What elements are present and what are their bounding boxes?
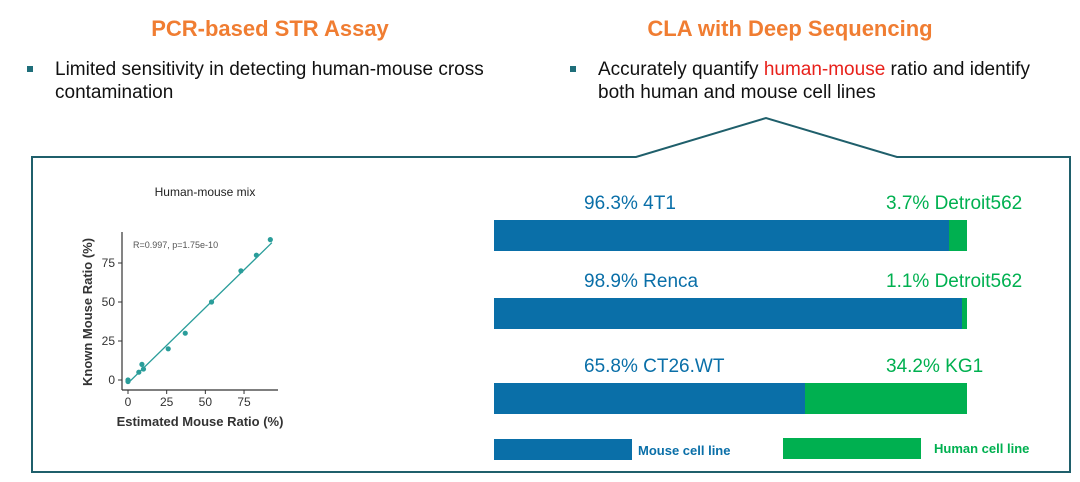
bullet-text: Accurately quantify (598, 59, 764, 80)
mouse-bar-segment (494, 383, 806, 414)
scatter-point (182, 330, 188, 336)
x-axis-label: Estimated Mouse Ratio (%) (117, 414, 284, 429)
human-bar-label: 1.1% Detroit562 (886, 271, 1023, 292)
legend-label-mouse: Mouse cell line (638, 443, 731, 458)
left-bullet: Limited sensitivity in detecting human-m… (55, 59, 484, 103)
mouse-bar-label: 98.9% Renca (584, 271, 699, 292)
human-bar-segment (961, 298, 967, 329)
scatter-point (136, 369, 142, 375)
mouse-bar-segment (494, 220, 950, 251)
highlight-text: human-mouse (763, 59, 886, 80)
scatter-point (165, 346, 171, 352)
mouse-bar-segment (494, 298, 962, 329)
right-title: CLA with Deep Sequencing (647, 16, 933, 41)
x-tick-label: 25 (160, 395, 174, 409)
scatter-point (140, 366, 147, 372)
scatter-point (267, 237, 273, 243)
bullet-text: ratio and identify both human and mouse … (598, 59, 1030, 103)
x-tick-label: 50 (199, 395, 213, 409)
y-tick-label: 25 (102, 334, 116, 348)
human-bar-label: 34.2% KG1 (886, 356, 984, 377)
legend-label-human: Human cell line (934, 441, 1030, 456)
fit-line (127, 242, 273, 384)
human-bar-label: 3.7% Detroit562 (886, 193, 1023, 214)
human-bar-segment (805, 383, 967, 414)
stats-annotation: R=0.997, p=1.75e-10 (133, 240, 218, 250)
x-tick-label: 0 (125, 395, 132, 409)
y-tick-label: 0 (108, 373, 115, 387)
legend-swatch-mouse (494, 439, 632, 460)
human-bar-segment (949, 220, 967, 251)
scatter-point (125, 378, 131, 385)
y-tick-label: 75 (102, 256, 116, 270)
scatter-title: Human-mouse mix (155, 185, 256, 199)
y-axis-label: Known Mouse Ratio (%) (80, 238, 95, 386)
scatter-point (208, 299, 215, 305)
y-tick-label: 50 (102, 295, 116, 309)
bullet-icon (27, 66, 33, 72)
x-tick-label: 75 (237, 395, 251, 409)
right-bullet: Accurately quantify human-mouse ratio an… (598, 58, 1038, 104)
bullet-icon (570, 66, 576, 72)
mouse-bar-label: 96.3% 4T1 (584, 193, 676, 214)
mouse-bar-label: 65.8% CT26.WT (584, 356, 725, 377)
left-title: PCR-based STR Assay (151, 16, 389, 41)
legend-swatch-human (783, 438, 921, 459)
scatter-point (139, 361, 145, 367)
scatter-point (253, 252, 260, 258)
scatter-point (238, 268, 244, 274)
